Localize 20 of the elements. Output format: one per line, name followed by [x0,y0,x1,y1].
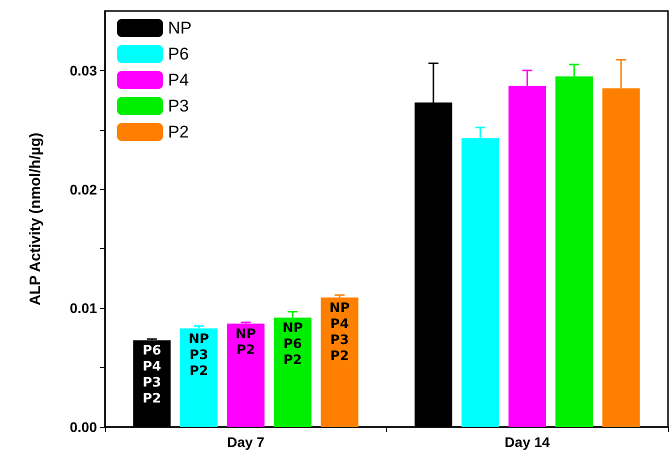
y-tick-label: 0.01 [70,300,98,316]
data-label: P6 P4 P3 P2 [142,344,162,407]
y-tick-label: 0.03 [70,62,98,78]
legend-label: P2 [168,122,189,142]
data-label: NP P6 P2 [282,321,303,368]
bar [320,297,358,427]
data-label: NP P4 P3 P2 [329,300,350,364]
x-tick-label: Day 7 [227,434,265,450]
data-label: NP P2 [236,327,256,358]
x-tick-label: Day 14 [504,434,550,450]
legend-label: P4 [168,70,189,90]
y-tick-label: 0.00 [70,419,98,435]
bar [226,324,265,427]
y-axis-title: ALP Activity (nmol/h/µg) [27,132,44,306]
legend-label: P6 [168,44,189,64]
data-label: NP P3 P2 [188,332,210,379]
bar [180,328,218,427]
legend-label: NP [168,18,192,38]
legend-label: P3 [168,96,189,116]
y-tick-label: 0.02 [70,181,98,198]
